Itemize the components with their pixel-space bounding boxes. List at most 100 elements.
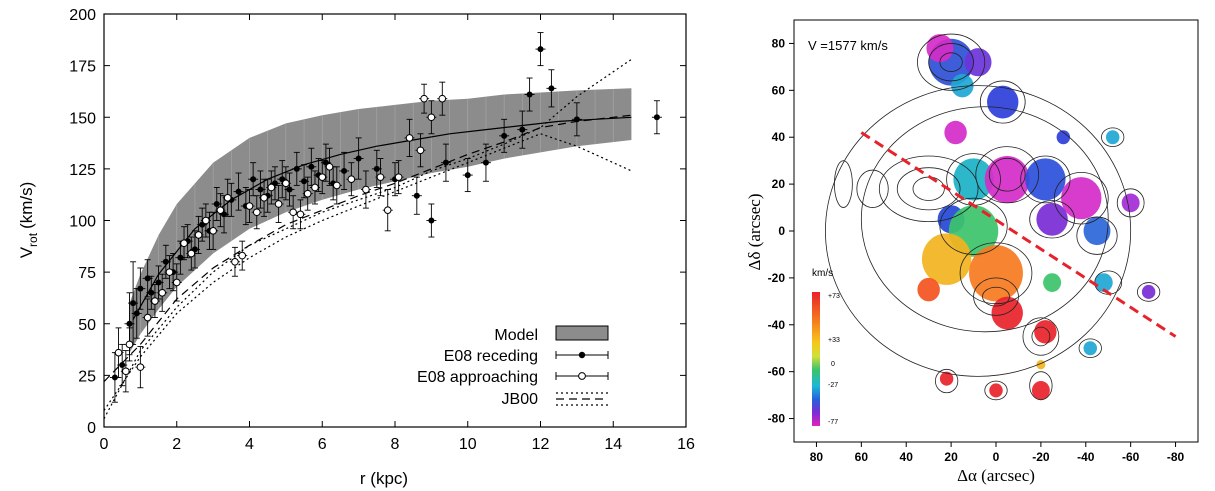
approaching-point	[288, 195, 299, 230]
approaching-point	[266, 170, 277, 205]
rotation-curve-chart: 0 2 4 6 8 10 12 14 16 0 25 50 75 100 125 150 175 200 r (k…	[17, 7, 695, 488]
approaching-point	[124, 327, 135, 362]
intensity-contour	[928, 43, 974, 82]
velocity-blob	[921, 233, 972, 285]
approaching-point	[324, 147, 335, 186]
legend-model-swatch	[555, 325, 609, 341]
y-tick-label: 200	[69, 7, 96, 24]
receding-point	[480, 143, 491, 182]
receding-point	[146, 275, 157, 310]
intensity-contour	[982, 286, 1010, 307]
legend-approaching-swatch	[555, 372, 609, 380]
intensity-contour	[1029, 371, 1053, 401]
receding-point	[135, 267, 146, 310]
intensity-contour	[860, 106, 1109, 333]
intensity-contour	[1116, 188, 1145, 218]
data-points	[109, 32, 662, 403]
velocity-blob	[1031, 381, 1050, 400]
approaching-point	[273, 184, 284, 224]
legend-receding-swatch	[555, 351, 609, 359]
receding-point	[284, 172, 295, 207]
major-axis-line	[860, 131, 1177, 338]
x-tick-label: 14	[604, 436, 622, 453]
approaching-point	[149, 284, 160, 319]
y-tick-label: 150	[69, 110, 96, 127]
map-x-tick-label: -20	[1032, 450, 1050, 464]
intensity-contours	[825, 33, 1161, 401]
velocity-field	[917, 34, 1156, 400]
map-x-tick-label: -60	[1122, 450, 1140, 464]
velocity-blob	[1056, 130, 1071, 145]
approaching-point	[193, 215, 204, 254]
intensity-contour	[934, 368, 959, 394]
receding-point	[499, 118, 510, 153]
jb00-dotted-curve-lower	[104, 133, 632, 411]
intensity-contour	[878, 155, 979, 223]
map-x-tick-label: 60	[855, 450, 869, 464]
velocity-blob	[1105, 130, 1120, 145]
approaching-point	[251, 195, 262, 230]
approaching-point	[415, 133, 426, 168]
intensity-contour	[856, 169, 889, 208]
approaching-point	[164, 255, 175, 290]
y-axis-label: Vrot (km/s)	[17, 182, 40, 259]
velocity-blob	[1121, 193, 1140, 213]
y-tick-label: 0	[87, 420, 96, 437]
intensity-contour	[896, 167, 961, 211]
receding-point	[299, 164, 310, 199]
y-tick-label: 125	[69, 162, 96, 179]
velocity-blob	[989, 383, 1003, 398]
receding-point	[535, 32, 546, 67]
approaching-point	[186, 236, 197, 271]
receding-point	[371, 149, 382, 188]
colorbar-scale	[812, 292, 820, 426]
map-x-tick-label: -80	[1167, 450, 1185, 464]
velocity-blob	[1043, 273, 1062, 292]
legend-jb00-swatch	[556, 392, 608, 406]
intensity-contour	[979, 80, 1026, 124]
approaching-point	[295, 199, 306, 230]
y-tick-label: 175	[69, 59, 96, 76]
legend-receding-label: E08 receding	[444, 348, 538, 365]
x-tick-label: 6	[318, 436, 327, 453]
intensity-contour	[834, 160, 853, 208]
y-tick-label: 25	[78, 368, 96, 385]
map-x-tick-label: 20	[944, 450, 958, 464]
approaching-point	[375, 158, 386, 197]
map-x-tick-label: 0	[993, 450, 1000, 464]
receding-point	[651, 100, 662, 135]
intensity-contour	[939, 197, 1008, 255]
legend: Model E08 receding E08 approaching JB00	[417, 325, 609, 408]
approaching-point	[157, 273, 168, 312]
receding-point	[546, 69, 557, 108]
approaching-point	[200, 203, 211, 238]
approaching-point	[302, 176, 313, 211]
y-tick-label: 100	[69, 214, 96, 231]
approaching-point	[244, 189, 255, 224]
approaching-point	[426, 100, 437, 135]
receding-point	[411, 176, 422, 215]
svg-text:Vrot(km/s): Vrot (km/s)	[17, 182, 40, 259]
receding-point	[291, 151, 302, 186]
receding-point	[306, 147, 317, 186]
velocity-blob	[1083, 216, 1111, 246]
x-tick-label: 8	[391, 436, 400, 453]
approaching-point	[222, 178, 233, 217]
map-y-axis-label: Δδ (arcsec)	[745, 194, 764, 271]
intensity-contour	[939, 52, 963, 72]
x-tick-label: 0	[100, 436, 109, 453]
y-tick-label: 75	[78, 265, 96, 282]
velocity-blob	[926, 34, 954, 63]
velocity-blob	[951, 73, 974, 98]
intensity-contour	[1031, 326, 1051, 347]
colorbar-title: km/s	[812, 268, 833, 279]
map-y-tick-label: 20	[772, 177, 786, 191]
approaching-point	[437, 81, 448, 116]
legend-jb00-label: JB00	[502, 391, 539, 408]
colorbar-tick-3: 0	[831, 361, 835, 368]
velocity-blob	[964, 48, 992, 77]
receding-point	[426, 203, 437, 238]
velocity-blob	[1025, 158, 1066, 201]
map-y-tick-label: 80	[772, 36, 786, 50]
